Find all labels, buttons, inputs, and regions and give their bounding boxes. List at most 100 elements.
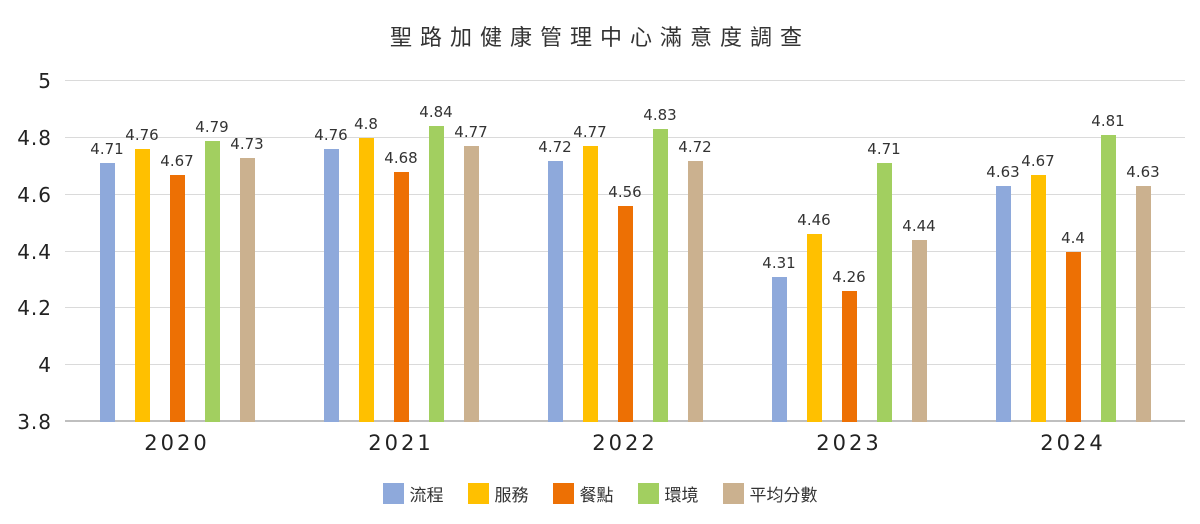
bar-slot: 4.56: [608, 81, 642, 422]
x-category-label: 2021: [368, 431, 434, 455]
gridline: [65, 193, 1185, 195]
bar-平均分數-2021: [463, 146, 479, 422]
bar-環境-2021: [428, 126, 444, 422]
bar-group-2022: 4.72 4.77 4.56 4.83 4.72 2022: [513, 81, 737, 455]
y-tick-label: 4: [38, 353, 52, 378]
legend-swatch: [552, 483, 574, 504]
bar-流程-2021: [323, 149, 339, 422]
bar-slot: 4.67: [160, 81, 194, 422]
bar-slot: 4.79: [195, 81, 229, 422]
bar-餐點-2023: [841, 291, 857, 422]
bar-slot: 4.68: [384, 81, 418, 422]
bar-環境-2022: [652, 129, 668, 422]
bar-流程-2022: [547, 160, 563, 422]
bar-slot: 4.73: [230, 81, 264, 422]
bar-slot: 4.76: [314, 81, 348, 422]
bar-餐點-2020: [169, 174, 185, 422]
legend-item-餐點[interactable]: 餐點: [552, 481, 614, 506]
bar-groups: 4.71 4.76 4.67 4.79 4.73 2020 4.76 4.8 4.68 4.84 4…: [65, 81, 1185, 455]
bar-slot: 4.83: [643, 81, 677, 422]
bar-slot: 4.81: [1091, 81, 1125, 422]
x-category-label: 2022: [592, 431, 658, 455]
bar-服務-2022: [582, 146, 598, 422]
bar-group-2024: 4.63 4.67 4.4 4.81 4.63 2024: [961, 81, 1185, 455]
bar-value-label: 4.73: [230, 134, 264, 153]
legend-swatch: [467, 483, 489, 504]
bar-流程-2020: [99, 163, 115, 422]
bar-slot: 4.26: [832, 81, 866, 422]
bar-slot: 4.63: [986, 81, 1020, 422]
bar-slot: 4.67: [1021, 81, 1055, 422]
bar-value-label: 4.56: [608, 183, 642, 202]
bar-value-label: 4.71: [867, 140, 901, 159]
legend-label: 平均分數: [749, 486, 818, 506]
y-tick-label: 4.8: [17, 125, 52, 150]
bar-group-2023: 4.31 4.46 4.26 4.71 4.44 2023: [737, 81, 961, 455]
y-tick-label: 3.8: [17, 410, 52, 434]
bar-value-label: 4.46: [797, 211, 831, 230]
bar-value-label: 4.26: [832, 268, 866, 287]
bar-group-2020: 4.71 4.76 4.67 4.79 4.73 2020: [65, 81, 289, 455]
bar-服務-2023: [806, 234, 822, 422]
bar-value-label: 4.84: [419, 103, 453, 122]
x-category-label: 2023: [816, 431, 882, 455]
bar-環境-2023: [876, 163, 892, 422]
bar-餐點-2022: [617, 206, 633, 422]
legend-item-環境[interactable]: 環境: [637, 481, 699, 506]
y-tick-label: 5: [38, 69, 52, 93]
legend-label: 服務: [494, 486, 529, 506]
bar-value-label: 4.31: [762, 254, 796, 273]
bar-value-label: 4.68: [384, 148, 418, 167]
bar-value-label: 4.72: [538, 137, 572, 156]
bar-value-label: 4.4: [1061, 228, 1085, 247]
bar-餐點-2021: [393, 171, 409, 422]
bar-value-label: 4.77: [573, 123, 607, 142]
bar-流程-2023: [771, 277, 787, 422]
bar-slot: 4.77: [573, 81, 607, 422]
bar-value-label: 4.8: [354, 114, 378, 133]
bar-slot: 4.76: [125, 81, 159, 422]
legend-item-平均分數[interactable]: 平均分數: [722, 481, 818, 506]
y-tick-label: 4.2: [17, 296, 52, 321]
x-category-label: 2020: [144, 431, 210, 455]
legend-label: 流程: [409, 486, 444, 506]
bar-value-label: 4.44: [902, 217, 936, 236]
bar-平均分數-2022: [687, 160, 703, 422]
bar-服務-2021: [358, 137, 374, 422]
bar-slot: 4.84: [419, 81, 453, 422]
bar-value-label: 4.83: [643, 106, 677, 125]
bar-slot: 4.72: [678, 81, 712, 422]
bar-value-label: 4.77: [454, 123, 488, 142]
bar-slot: 4.72: [538, 81, 572, 422]
bar-value-label: 4.79: [195, 117, 229, 136]
legend-swatch: [382, 483, 404, 504]
bar-平均分數-2024: [1135, 186, 1151, 422]
y-tick-label: 4.6: [17, 182, 52, 207]
y-tick-label: 4.4: [17, 239, 52, 264]
legend-swatch: [722, 483, 744, 504]
bar-slot: 4.71: [90, 81, 124, 422]
bar-slot: 4.44: [902, 81, 936, 422]
bar-value-label: 4.71: [90, 140, 124, 159]
legend-swatch: [637, 483, 659, 504]
legend-item-服務[interactable]: 服務: [467, 481, 529, 506]
legend-item-流程[interactable]: 流程: [382, 481, 444, 506]
bar-平均分數-2020: [239, 157, 255, 422]
bar-value-label: 4.67: [1021, 151, 1055, 170]
chart-title: 聖路加健康管理中心滿意度調查: [389, 26, 810, 51]
bar-group-2021: 4.76 4.8 4.68 4.84 4.77 2021: [289, 81, 513, 455]
bar-slot: 4.46: [797, 81, 831, 422]
bar-value-label: 4.63: [986, 163, 1020, 182]
gridline: [65, 136, 1185, 138]
y-axis: 5 4.8 4.6 4.4 4.2 4 3.8: [0, 69, 54, 434]
bar-value-label: 4.76: [314, 126, 348, 145]
bar-服務-2024: [1030, 174, 1046, 422]
bar-value-label: 4.81: [1091, 112, 1125, 130]
legend-label: 環境: [664, 486, 699, 506]
bar-value-label: 4.67: [160, 151, 194, 170]
gridline: [65, 80, 1185, 81]
bar-slot: 4.63: [1126, 81, 1160, 422]
bar-服務-2020: [134, 149, 150, 422]
bar-流程-2024: [995, 186, 1011, 422]
